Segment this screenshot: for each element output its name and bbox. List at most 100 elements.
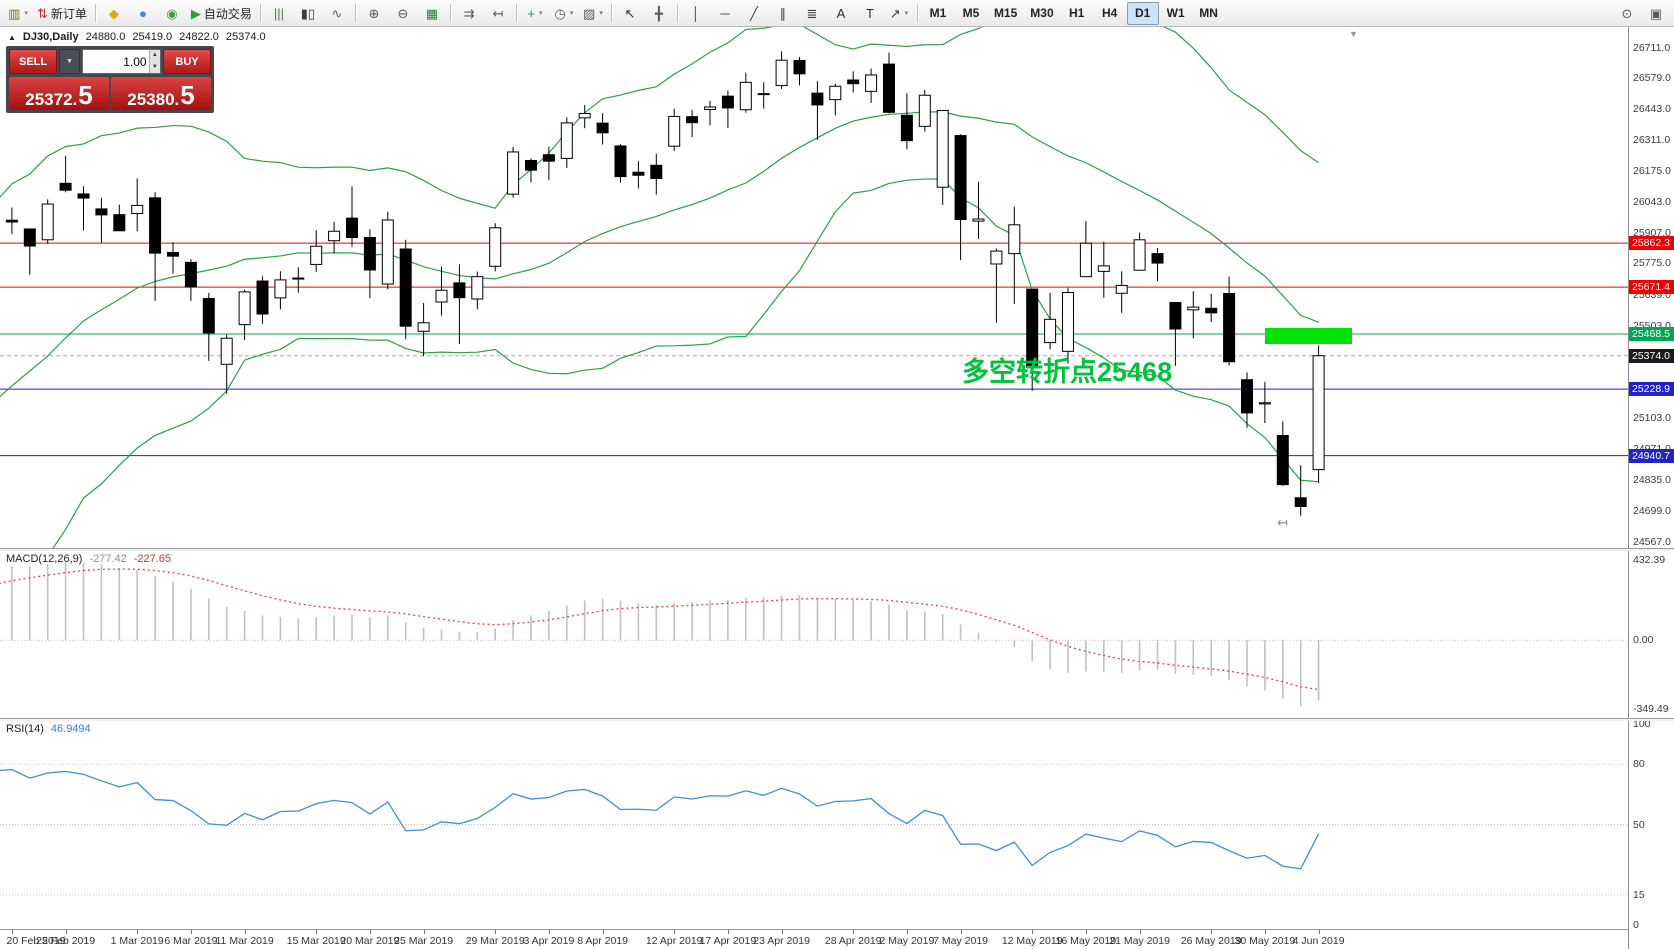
volume-input[interactable] — [82, 50, 149, 73]
one-click-trading-panel: SELL ▼ ▲ ▼ BUY 25372. 5 25380. 5 — [6, 46, 214, 113]
deposit-button[interactable]: ◆ — [100, 2, 128, 25]
chevron-down-icon: ▾ — [538, 10, 543, 17]
date-tick — [548, 930, 550, 934]
new-chart-button[interactable]: ▥ ▾ — [4, 2, 32, 25]
label-button[interactable]: T — [856, 2, 884, 25]
cursor-button[interactable]: ↖ — [616, 2, 644, 25]
volume-increase-button[interactable]: ▲ — [151, 52, 158, 58]
toolbar-separator — [449, 4, 451, 22]
templates-button[interactable]: ▨ ▾ — [579, 2, 607, 25]
level-price-tag: 25671.4 — [1629, 280, 1674, 295]
timeframe-m30-button[interactable]: M30 — [1024, 2, 1059, 25]
crosshair-button[interactable]: ╋ — [645, 2, 673, 25]
volume-spinner: ▲ ▼ — [148, 50, 160, 73]
new-order-button-label: 新订单 — [50, 6, 87, 21]
buy-button[interactable]: BUY — [163, 49, 211, 74]
text-button[interactable]: A — [827, 2, 855, 25]
sell-button[interactable]: SELL — [9, 49, 57, 74]
price-axis-label: 25775.0 — [1633, 257, 1671, 270]
macd-axis-label: 432.39 — [1633, 554, 1666, 566]
buy-price-big-digit: 5 — [180, 80, 195, 110]
indicators-button[interactable]: + ▾ — [521, 2, 549, 25]
line-chart-icon: ∿ — [331, 5, 343, 21]
horizontal-line-icon: ─ — [720, 5, 730, 21]
vertical-line-icon: │ — [691, 5, 700, 21]
date-label: 7 May 2019 — [933, 935, 989, 947]
timeframe-h1-button[interactable]: H1 — [1061, 2, 1093, 25]
horizontal-line-button[interactable]: ─ — [711, 2, 739, 25]
chart-shift-marker[interactable]: ▼ — [1349, 29, 1358, 39]
volume-field: ▲ ▼ — [81, 49, 161, 74]
timeframe-m1-button[interactable]: M1 — [922, 2, 954, 25]
rsi-line — [0, 768, 1320, 870]
clock-icon: ◷ — [554, 5, 566, 21]
arrange-windows-button[interactable]: ▣ — [1642, 2, 1670, 25]
timeframe-mn-button[interactable]: MN — [1193, 2, 1225, 25]
price-axis-label: 26043.0 — [1633, 195, 1671, 208]
trendline-icon: ╱ — [750, 5, 758, 21]
rsi-value: 46.9494 — [50, 723, 91, 735]
buy-price-button[interactable]: 25380. 5 — [111, 77, 211, 110]
bar-chart-mode-button[interactable]: ||| — [265, 2, 293, 25]
toolbar-separator — [916, 4, 918, 22]
channel-button[interactable]: ∥ — [769, 2, 797, 25]
date-axis[interactable]: 20 Feb 2019 25 Feb 2019 1 Mar 2019 6 Mar 20… — [0, 929, 1628, 949]
periods-button[interactable]: ◷ ▾ — [550, 2, 578, 25]
chart-shift-button[interactable]: ↤ — [484, 2, 512, 25]
panel-separator-rsi[interactable] — [0, 718, 1674, 721]
new-order-button[interactable]: ⇅ 新订单 — [33, 2, 91, 25]
date-tick — [423, 930, 425, 934]
turning-point-annotation[interactable]: 多空转折点25468 — [962, 357, 1173, 387]
search-symbol-button[interactable]: ⊙ — [1613, 2, 1641, 25]
panel-separator-macd[interactable] — [0, 548, 1674, 551]
date-label: 21 May 2019 — [1109, 935, 1170, 947]
chart-shift-icon: ↤ — [492, 5, 504, 21]
date-label: 25 Feb 2019 — [36, 935, 96, 947]
auto-scroll-button[interactable]: ⇉ — [455, 2, 483, 25]
price-axis[interactable]: 26711.0 26579.0 26443.0 26311.0 26175.0 26043… — [1628, 27, 1674, 949]
arrows-button[interactable]: ↗ ▾ — [885, 2, 913, 25]
date-label: 8 Apr 2019 — [577, 935, 628, 947]
macd-axis-label: -349.49 — [1633, 703, 1669, 715]
timeframe-w1-button[interactable]: W1 — [1160, 2, 1192, 25]
autotrading-button[interactable]: ▶ 自动交易 — [187, 2, 256, 25]
date-tick — [316, 930, 318, 934]
entry-arrow-marker: ↤ — [1277, 515, 1288, 530]
tile-windows-button[interactable]: ▦ — [418, 2, 446, 25]
date-label: 3 Apr 2019 — [523, 935, 575, 947]
one-click-panel-toggle[interactable]: ▲ — [8, 32, 16, 42]
fibonacci-button[interactable]: ≣ — [798, 2, 826, 25]
community-button[interactable]: ◉ — [158, 2, 186, 25]
volume-decrease-button[interactable]: ▼ — [151, 63, 158, 70]
line-chart-mode-button[interactable]: ∿ — [323, 2, 351, 25]
timeframe-m15-button[interactable]: M15 — [988, 2, 1023, 25]
vertical-line-button[interactable]: │ — [682, 2, 710, 25]
chart-header: ▲ DJ30,Daily 24880.0 25419.0 24822.0 253… — [8, 31, 266, 43]
date-label: 23 Apr 2019 — [753, 935, 810, 947]
date-label: 17 Apr 2019 — [699, 935, 757, 947]
sell-price-base: 25372. — [25, 90, 78, 109]
toolbar-separator — [676, 4, 678, 22]
rsi-axis-label: 50 — [1633, 818, 1645, 831]
channel-icon: ∥ — [779, 5, 787, 21]
macd-name: MACD(12,26,9) — [6, 553, 83, 565]
trendline-button[interactable]: ╱ — [740, 2, 768, 25]
price-axis-label: 26443.0 — [1633, 103, 1671, 116]
volume-dropdown-button[interactable]: ▼ — [59, 49, 80, 74]
timeframe-h4-button[interactable]: H4 — [1094, 2, 1126, 25]
timeframe-d1-button[interactable]: D1 — [1126, 1, 1159, 25]
date-tick — [674, 930, 676, 934]
sell-price-button[interactable]: 25372. 5 — [9, 77, 109, 110]
new-chart-icon: ▥ — [8, 5, 21, 21]
autotrading-play-icon: ▶ — [190, 5, 201, 21]
bar-chart-icon: ||| — [273, 5, 284, 21]
zoom-in-button[interactable]: ⊕ — [360, 2, 388, 25]
timeframe-m5-button[interactable]: M5 — [955, 2, 987, 25]
candlestick-mode-button[interactable]: ▮▯ — [294, 2, 322, 25]
web-terminal-button[interactable]: ● — [129, 2, 157, 25]
date-tick — [1211, 930, 1213, 934]
highlight-rectangle[interactable] — [1265, 328, 1352, 344]
zoom-out-button[interactable]: ⊖ — [389, 2, 417, 25]
date-label: 26 May 2019 — [1180, 935, 1242, 947]
